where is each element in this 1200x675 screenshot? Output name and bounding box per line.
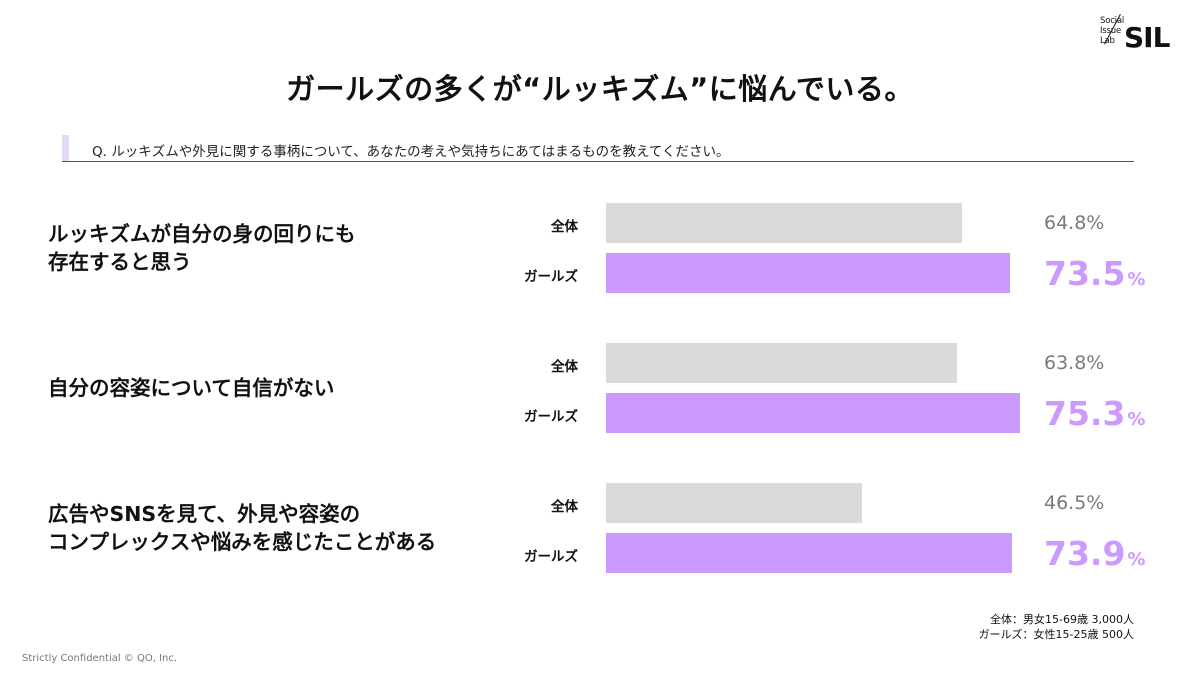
bar-all (606, 203, 963, 243)
series-label-girls: ガールズ (524, 269, 578, 285)
bar-girls (606, 533, 1013, 573)
page-title: ガールズの多くが“ルッキズム”に悩んでいる。 (286, 72, 914, 106)
series-label-girls: ガールズ (524, 409, 578, 425)
logo-social: Social (1100, 16, 1125, 26)
bar-all (606, 343, 957, 383)
value-unit: % (1127, 409, 1146, 430)
logo-lab: Lab (1100, 36, 1115, 46)
note-girls: ガールズ：女性15-25歳 500人 (978, 628, 1134, 641)
series-label-girls: ガールズ (524, 549, 578, 565)
bar-girls (606, 253, 1011, 293)
category-label-line: 広告やSNSを見て、外見や容姿の (48, 502, 361, 526)
bar-girls (606, 393, 1021, 433)
logo-mark: SIL (1124, 21, 1170, 54)
value-label-girls: 73.5% (1044, 254, 1145, 293)
value-label-all: 63.8% (1044, 352, 1105, 374)
question-divider (62, 161, 1134, 162)
category-label-line: 自分の容姿について自信がない (48, 376, 335, 400)
question-text: Q. ルッキズムや外見に関する事柄について、あなたの考えや気持ちにあてはまるもの… (92, 144, 730, 160)
value-number: 73.9 (1044, 534, 1126, 573)
question-accent (62, 135, 69, 161)
sil-logo: Social Issue Lab SIL (1100, 14, 1190, 58)
series-label-all: 全体 (551, 219, 578, 235)
note-all: 全体：男女15-69歳 3,000人 (990, 613, 1134, 626)
value-label-girls: 75.3% (1044, 394, 1145, 433)
footer-confidential: Strictly Confidential © QO, Inc. (22, 653, 178, 664)
series-label-all: 全体 (551, 359, 578, 375)
value-number: 73.5 (1044, 254, 1126, 293)
category-label: 自分の容姿について自信がない (48, 374, 334, 402)
value-unit: % (1127, 269, 1146, 290)
category-label-line: 存在すると思う (48, 250, 192, 274)
value-unit: % (1127, 549, 1146, 570)
value-label-girls: 73.9% (1044, 534, 1145, 573)
value-label-all: 46.5% (1044, 492, 1105, 514)
bar-all (606, 483, 862, 523)
value-number: 75.3 (1044, 394, 1126, 433)
category-label: 広告やSNSを見て、外見や容姿のコンプレックスや悩みを感じたことがある (48, 500, 436, 556)
category-label: ルッキズムが自分の身の回りにも 存在すると思う (48, 220, 356, 276)
value-label-all: 64.8% (1044, 212, 1105, 234)
category-label-line: ルッキズムが自分の身の回りにも (48, 222, 356, 246)
category-label-line: コンプレックスや悩みを感じたことがある (48, 530, 437, 554)
series-label-all: 全体 (551, 499, 578, 515)
